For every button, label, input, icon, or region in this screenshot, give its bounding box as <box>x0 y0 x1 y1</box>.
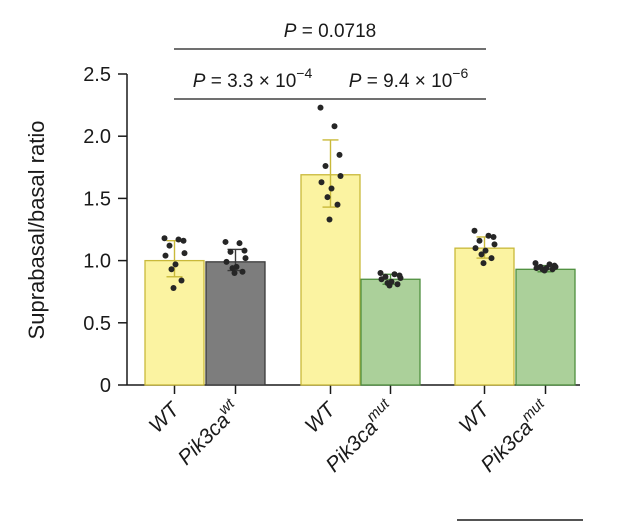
data-point <box>172 261 179 268</box>
data-point <box>488 255 495 262</box>
y-tick-label: 2.0 <box>83 126 111 148</box>
data-point <box>242 255 249 262</box>
data-point <box>236 240 243 247</box>
bar <box>205 261 266 386</box>
data-point <box>490 233 497 240</box>
bar <box>300 174 361 386</box>
data-point <box>532 260 539 267</box>
data-point <box>175 236 182 243</box>
data-point <box>394 281 401 288</box>
data-point <box>231 270 238 277</box>
x-tick-label: WT <box>145 397 186 438</box>
data-point <box>162 252 169 259</box>
data-point <box>391 271 398 278</box>
data-point <box>378 276 385 283</box>
y-tick-label: 0 <box>100 375 111 397</box>
data-point <box>161 235 168 242</box>
bars <box>144 174 576 386</box>
data-point <box>317 104 324 111</box>
x-tick-label: WT <box>301 397 342 438</box>
data-point <box>337 173 344 180</box>
data-points <box>161 104 559 291</box>
data-point <box>222 238 229 245</box>
y-tick-label: 1.5 <box>83 188 111 210</box>
data-point <box>324 194 331 201</box>
data-point <box>485 232 492 239</box>
bar <box>454 247 515 386</box>
y-axis: 0 0.5 1.0 1.5 2.0 2.5 <box>83 64 580 397</box>
data-point <box>471 227 478 234</box>
data-point <box>491 241 498 248</box>
p-value-label: P = 9.4 × 10−6 <box>349 65 469 92</box>
y-tick-label: 0.5 <box>83 313 111 335</box>
data-point <box>227 248 234 255</box>
x-tick-label: Pik3cawt <box>171 395 246 470</box>
data-point <box>334 201 341 208</box>
data-point <box>180 237 187 244</box>
data-point <box>336 151 343 158</box>
data-point <box>241 247 248 254</box>
data-point <box>476 237 483 244</box>
data-point <box>239 268 246 275</box>
data-point <box>168 266 175 273</box>
data-point <box>326 216 333 223</box>
data-point <box>328 185 335 192</box>
y-axis-title: Suprabasal/basal ratio <box>24 121 49 340</box>
data-point <box>223 258 230 265</box>
data-point <box>166 242 173 249</box>
data-point <box>229 265 236 272</box>
data-point <box>322 163 329 170</box>
y-tick-label: 2.5 <box>83 64 111 86</box>
data-point <box>541 267 548 274</box>
data-point <box>478 251 485 258</box>
data-point <box>480 260 487 267</box>
data-point <box>386 282 393 289</box>
data-point <box>549 266 556 273</box>
p-value-label: P = 0.0718 <box>284 21 376 42</box>
data-point <box>318 179 325 186</box>
bar <box>360 278 421 386</box>
data-point <box>331 123 338 130</box>
data-point <box>178 277 185 284</box>
data-point <box>472 245 479 252</box>
data-point <box>377 270 384 277</box>
bar <box>144 259 205 386</box>
data-point <box>397 275 404 282</box>
significance-brackets: P = 3.3 × 10−4 P = 9.4 × 10−6 P = 0.0718 <box>174 21 486 100</box>
data-point <box>181 250 188 257</box>
p-value-label: P = 3.3 × 10−4 <box>193 65 313 92</box>
bar <box>515 268 576 386</box>
data-point <box>170 284 177 291</box>
y-tick-label: 1.0 <box>83 251 111 273</box>
x-tick-label: WT <box>455 397 496 438</box>
data-point <box>482 247 489 254</box>
data-point <box>533 265 540 272</box>
